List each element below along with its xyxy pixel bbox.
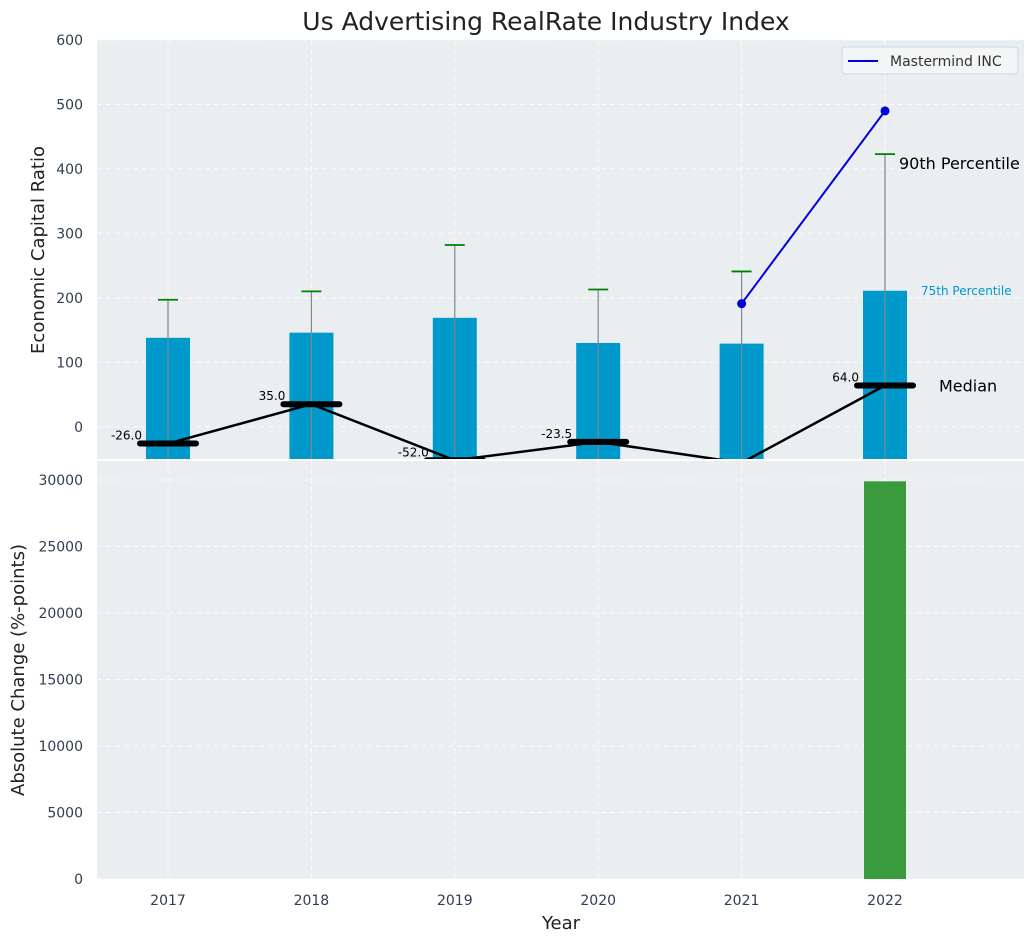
median-value-label: -52.0 — [398, 445, 429, 459]
bottom-panel: 0 5000 10000 15000 20000 25000 30000 2017 2018 20… — [38, 459, 1024, 909]
mastermind-line — [740, 110, 886, 305]
top-y-tick-label: 400 — [56, 162, 83, 178]
bottom-y-tick-label: 0 — [74, 872, 83, 888]
top-y-tick-label: 300 — [56, 226, 83, 242]
bottom-y-tick-label: 20000 — [38, 606, 83, 622]
annotation-90th-percentile: 90th Percentile — [899, 154, 1020, 173]
top-y-tick-label: 0 — [74, 420, 83, 436]
top-y-tick-label: 200 — [56, 291, 83, 307]
x-axis-label: Year — [541, 913, 581, 934]
x-tick-label: 2019 — [437, 893, 473, 909]
top-plot-content: -26.0 35.0 -52.0 -23.5 64.0 — [111, 106, 916, 459]
annotation-median: Median — [939, 377, 997, 396]
mastermind-point — [880, 106, 890, 116]
bottom-y-tick-label: 15000 — [38, 673, 83, 689]
x-tick-label: 2018 — [294, 893, 330, 909]
bottom-y-tick-label: 30000 — [38, 473, 83, 489]
top-panel: 0 100 200 300 400 500 600 -26.0 35.0 -52.0 -23.5 64… — [56, 33, 1024, 459]
top-y-tick-label: 100 — [56, 355, 83, 371]
x-tick-label: 2017 — [150, 893, 186, 909]
bottom-y-tick-label: 5000 — [47, 806, 83, 822]
top-y-tick-label: 600 — [56, 33, 83, 49]
chart-title: Us Advertising RealRate Industry Index — [302, 7, 789, 36]
legend-label-mastermind: Mastermind INC — [890, 54, 1002, 70]
mastermind-point — [737, 299, 747, 309]
legend: Mastermind INC — [841, 46, 1019, 75]
median-value-label: 64.0 — [832, 371, 859, 385]
change-bar — [864, 481, 906, 879]
bottom-y-tick-label: 10000 — [38, 739, 83, 755]
top-y-tick-label: 500 — [56, 97, 83, 113]
median-value-label: 35.0 — [259, 389, 286, 403]
annotation-75th-percentile: 75th Percentile — [921, 284, 1012, 298]
median-line — [167, 384, 886, 459]
median-value-label: -26.0 — [111, 429, 142, 443]
legend-box — [841, 46, 1019, 75]
top-y-axis-label: Economic Capital Ratio — [28, 146, 49, 354]
median-value-label: -23.5 — [541, 427, 572, 441]
bottom-y-axis-label: Absolute Change (%-points) — [8, 544, 29, 796]
x-tick-label: 2020 — [580, 893, 616, 909]
x-tick-label: 2022 — [867, 893, 903, 909]
bottom-y-tick-label: 25000 — [38, 540, 83, 556]
x-tick-label: 2021 — [724, 893, 760, 909]
